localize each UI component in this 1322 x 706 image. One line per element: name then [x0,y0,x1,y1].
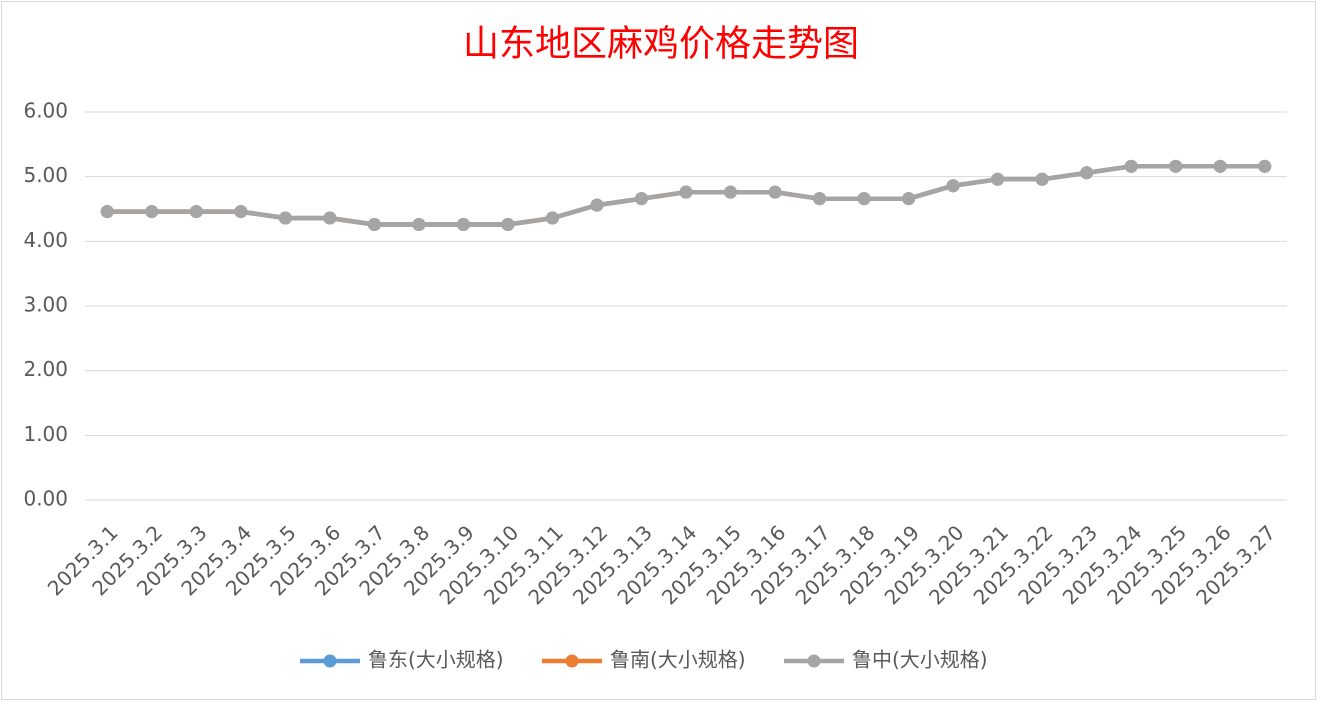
legend-label: 鲁中(大小规格) [852,648,988,672]
y-tick-label: 6.00 [23,99,68,123]
legend-label: 鲁东(大小规格) [368,648,504,672]
point-marker [1258,159,1272,173]
legend-label: 鲁南(大小规格) [610,648,746,672]
point-marker [456,218,470,232]
point-marker [590,198,604,212]
y-tick-label: 4.00 [23,228,68,252]
y-tick-label: 5.00 [23,163,68,187]
point-marker [234,205,248,219]
y-tick-label: 2.00 [23,357,68,381]
point-marker [1213,159,1227,173]
point-marker [367,218,381,232]
point-marker [501,218,515,232]
point-marker [412,218,426,232]
legend-marker [807,654,821,668]
chart-title: 山东地区麻鸡价格走势图 [463,23,859,63]
legend-marker [565,654,579,668]
point-marker [902,192,916,206]
point-marker [813,192,827,206]
point-marker [189,205,203,219]
point-marker [1080,166,1094,180]
point-marker [857,192,871,206]
point-marker [1124,159,1138,173]
point-marker [724,185,738,199]
y-tick-label: 1.00 [23,422,68,446]
legend-marker [323,654,337,668]
point-marker [679,185,693,199]
point-marker [634,192,648,206]
point-marker [1169,159,1183,173]
point-marker [545,211,559,225]
y-tick-label: 0.00 [23,487,68,511]
point-marker [946,179,960,193]
point-marker [100,205,114,219]
point-marker [768,185,782,199]
point-marker [991,172,1005,186]
point-marker [323,211,337,225]
y-tick-label: 3.00 [23,293,68,317]
point-marker [1035,172,1049,186]
point-marker [278,211,292,225]
point-marker [145,205,159,219]
